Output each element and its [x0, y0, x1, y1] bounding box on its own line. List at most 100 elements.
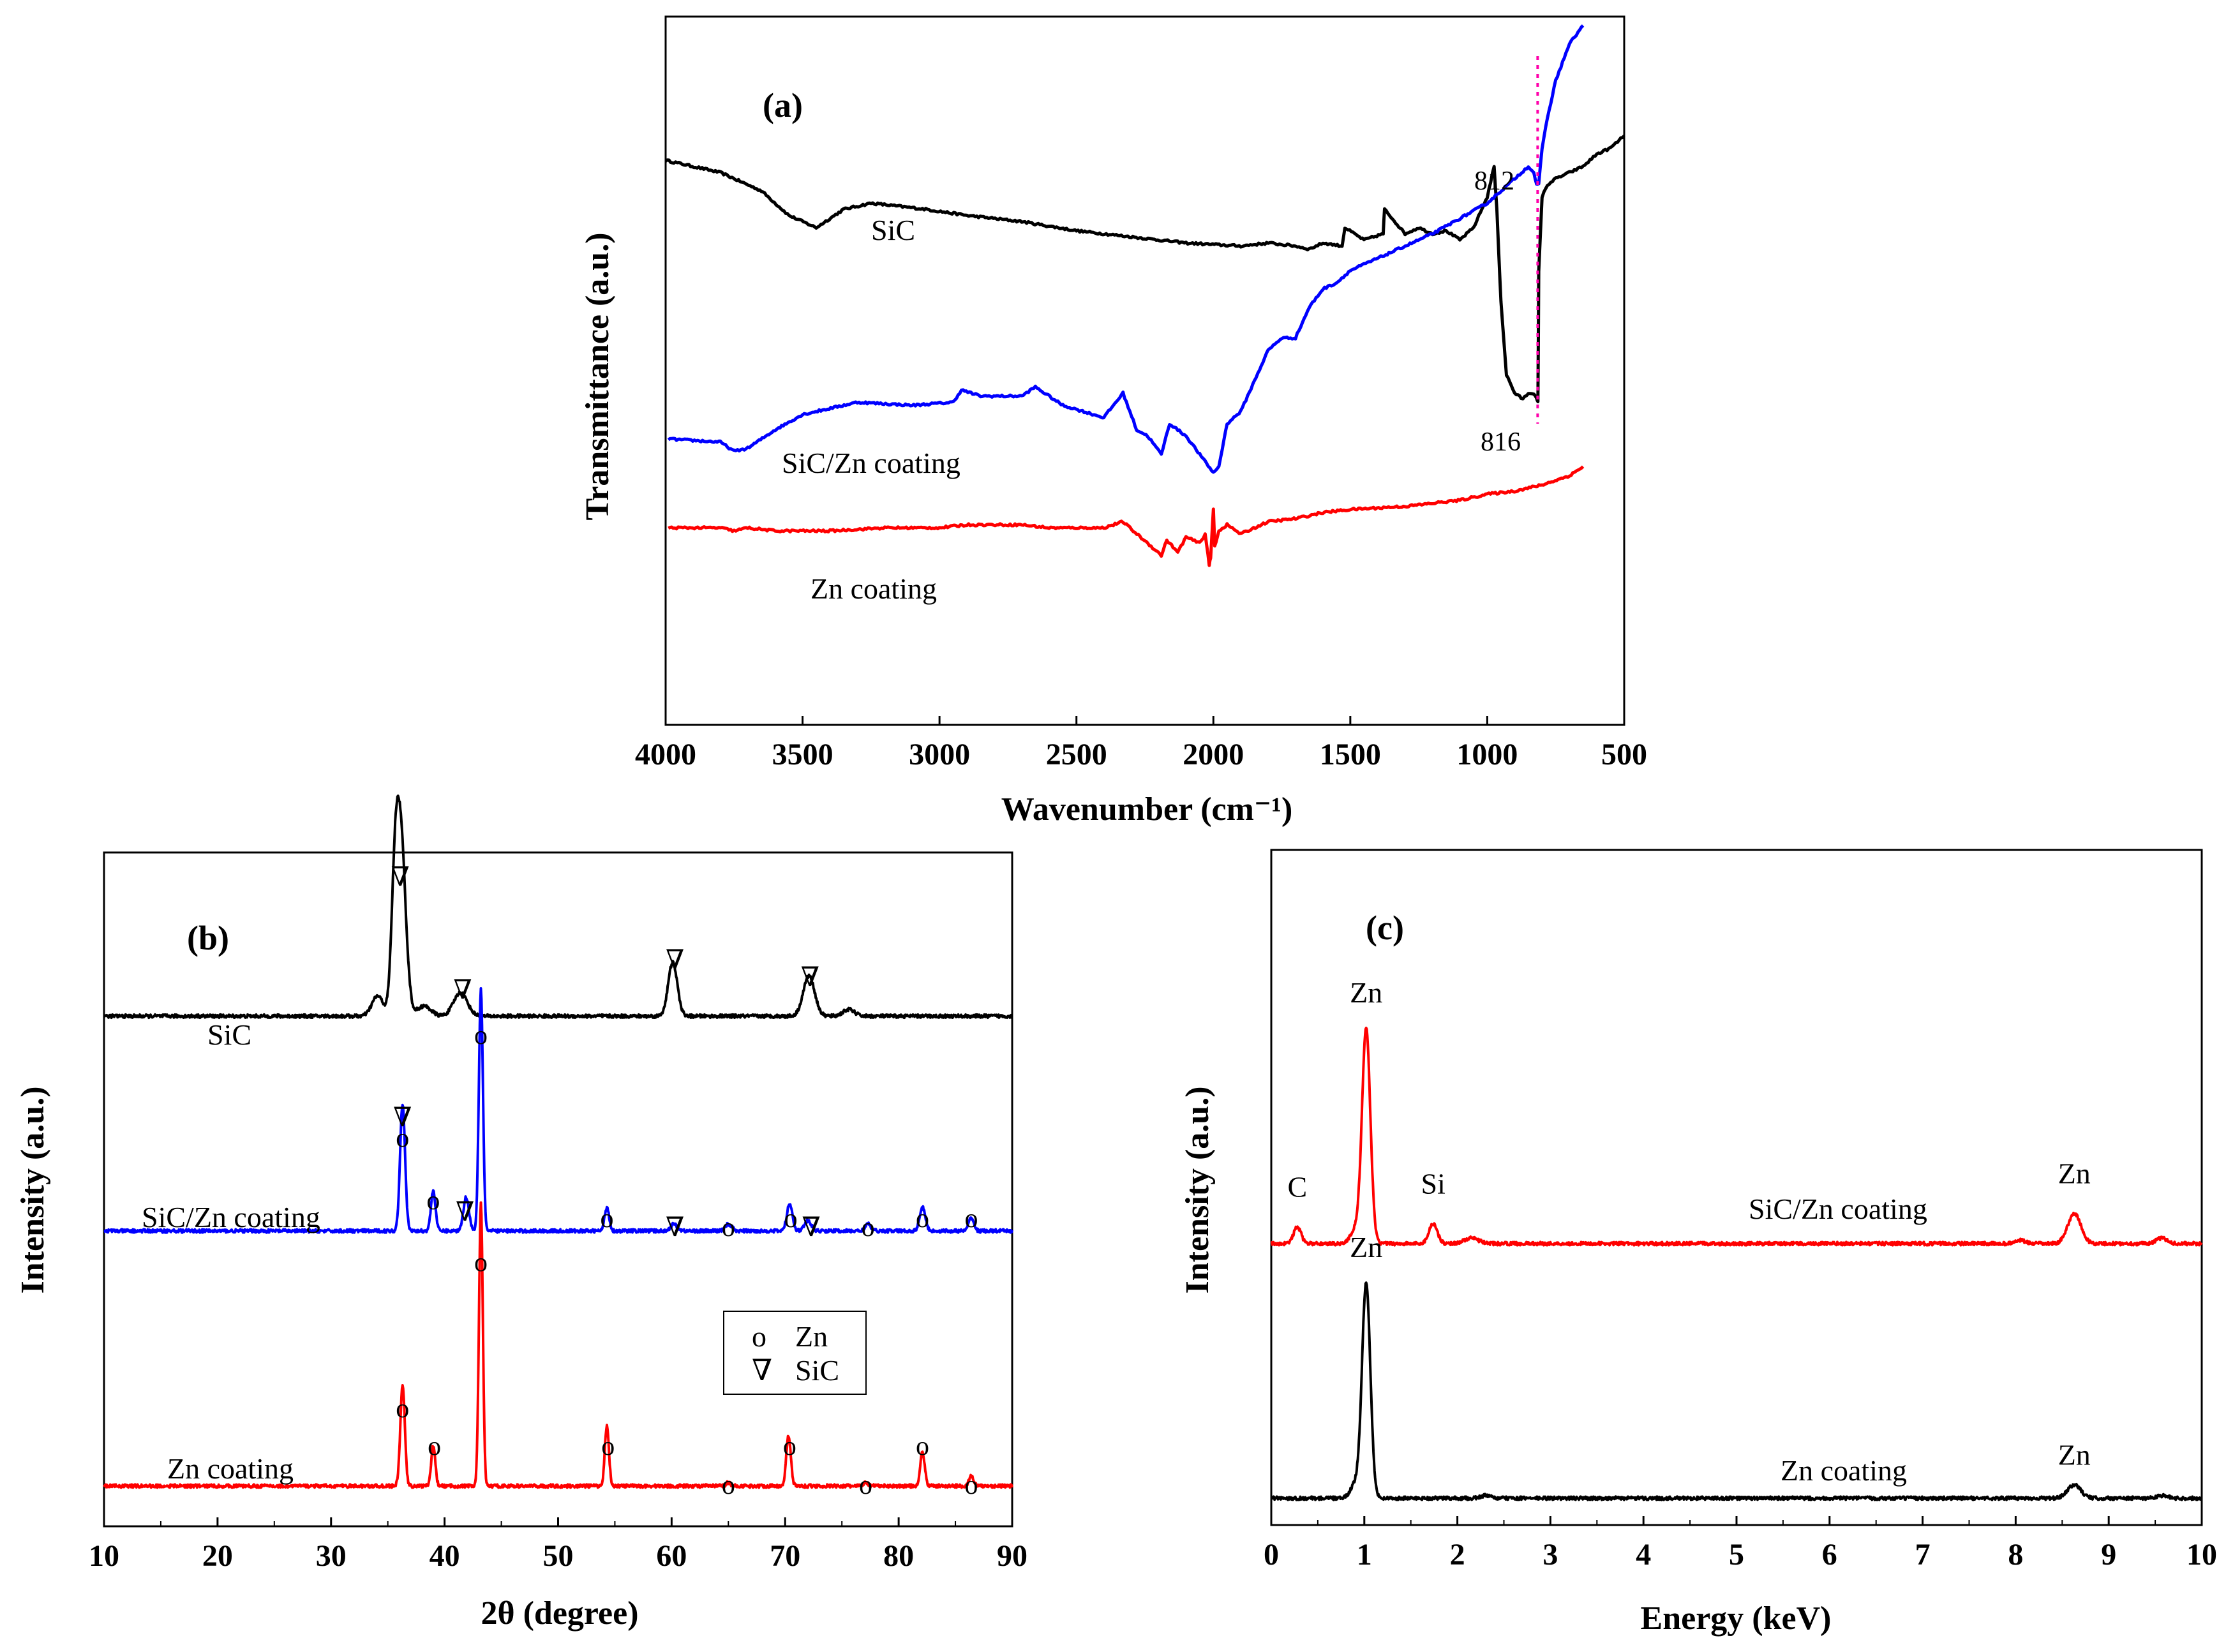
marker-zn-23: o	[859, 1471, 872, 1500]
panel-a-series-label-sic: SiC	[871, 214, 915, 246]
panel-a-series-label-siczn: SiC/Zn coating	[782, 447, 960, 479]
panel-c-tick-label-9: 9	[2101, 1538, 2116, 1572]
panel-a-series-sic	[664, 135, 1625, 403]
panel-a-frame	[664, 15, 1625, 726]
panel-c-tick-label-0: 0	[1264, 1538, 1279, 1572]
panel-a-tick-label-2500: 2500	[1046, 738, 1107, 771]
marker-zn-15: o	[916, 1204, 929, 1233]
panel-a-ylabel: Transmittance (a.u.)	[579, 232, 616, 520]
panel-b-label: (b)	[187, 919, 229, 957]
panel-c-xlabel: Energy (keV)	[1641, 1600, 1832, 1637]
legend-zn-label: Zn	[795, 1320, 828, 1353]
peak-label-zn-5: Zn	[2058, 1439, 2091, 1471]
panel-c-tick-label-6: 6	[1822, 1538, 1837, 1572]
panel-c-label: (c)	[1366, 909, 1404, 947]
marker-zn-16: o	[964, 1204, 978, 1233]
marker-sic-0: ∇	[391, 863, 410, 892]
panel-a-series-label-zn: Zn coating	[810, 572, 937, 605]
marker-sic-1: ∇	[453, 976, 472, 1005]
panel-b-x-ticks: 10 20 30 40 50 60 70 80 90	[89, 1517, 1027, 1573]
peak-label-zn-1: Zn	[1350, 976, 1382, 1009]
panel-c-tick-label-5: 5	[1729, 1538, 1744, 1572]
panel-c-peak-labels: C Zn Si Zn Zn Zn	[1287, 976, 2090, 1471]
marker-zn-5: o	[396, 1124, 409, 1153]
marker-zn-6: o	[474, 1021, 488, 1050]
panel-a-label: (a)	[763, 86, 803, 124]
panel-b-ylabel: Intensity (a.u.)	[15, 1086, 51, 1293]
panel-c-tick-label-3: 3	[1543, 1538, 1558, 1572]
panel-c-series	[1270, 1027, 2203, 1501]
panel-b-tick-label-30: 30	[316, 1539, 347, 1573]
panel-c-series-zn-coating	[1270, 1281, 2202, 1501]
panel-b-series-label-zn: Zn coating	[167, 1452, 294, 1485]
panel-b-tick-label-50: 50	[543, 1539, 574, 1573]
marker-zn-24: o	[916, 1432, 929, 1461]
panel-b-series	[103, 794, 1013, 1489]
panel-c-tick-label-1: 1	[1357, 1538, 1372, 1572]
panel-c-tick-label-4: 4	[1636, 1538, 1651, 1572]
marker-sic-10: ∇	[666, 1213, 684, 1242]
panel-a-tick-label-1000: 1000	[1456, 738, 1518, 771]
marker-zn-12: o	[784, 1204, 798, 1233]
marker-zn-7: o	[426, 1186, 440, 1216]
panel-a-annotation-816: 816	[1481, 428, 1521, 457]
panel-c-ylabel: Intensity (a.u.)	[1179, 1086, 1216, 1293]
panel-c-series-label-siczn: SiC/Zn coating	[1749, 1193, 1927, 1225]
legend-zn-symbol: o	[752, 1320, 766, 1353]
panel-a-tick-label-2000: 2000	[1183, 738, 1244, 771]
marker-zn-21: o	[722, 1471, 735, 1500]
panel-b-legend: o Zn ∇ SiC	[723, 1311, 867, 1395]
panel-b-legend-box	[723, 1311, 867, 1395]
panel-a-series-sic-zn-coating	[667, 24, 1585, 474]
panel-a-x-ticks: 4000 3500 3000 2500 2000 1500 1000 500	[635, 716, 1647, 771]
panel-a-xlabel: Wavenumber (cm⁻¹)	[1001, 791, 1293, 828]
panel-b-tick-label-40: 40	[430, 1539, 460, 1573]
panel-a-series	[664, 24, 1625, 567]
panel-c-tick-label-10: 10	[2186, 1538, 2217, 1572]
panel-a-tick-label-3500: 3500	[772, 738, 833, 771]
panel-b-series-sic	[103, 794, 1013, 1020]
marker-zn-14: o	[862, 1213, 875, 1242]
panel-b-series-label-siczn: SiC/Zn coating	[142, 1201, 320, 1233]
marker-sic-13: ∇	[802, 1213, 820, 1242]
panel-c-tick-label-2: 2	[1450, 1538, 1465, 1572]
panel-a-tick-label-500: 500	[1601, 738, 1647, 771]
panel-c-series-sic-zn-coating	[1270, 1027, 2203, 1247]
panel-c-series-label-zn: Zn coating	[1781, 1454, 1907, 1487]
marker-zn-11: o	[722, 1213, 735, 1242]
panel-b-series-zn-coating	[103, 1201, 1013, 1489]
panel-a-tick-label-4000: 4000	[635, 738, 696, 771]
legend-sic-label: SiC	[795, 1354, 839, 1387]
peak-label-c-0: C	[1287, 1171, 1307, 1203]
marker-zn-25: o	[964, 1471, 978, 1500]
marker-zn-20: o	[601, 1432, 615, 1461]
peak-label-zn-3: Zn	[2058, 1157, 2091, 1190]
panel-b-series-sic-zn-coating	[103, 987, 1013, 1234]
panel-a-series-zn-coating	[668, 465, 1585, 567]
panel-b-xlabel: 2θ (degree)	[481, 1595, 638, 1632]
peak-label-si-2: Si	[1421, 1167, 1445, 1200]
panel-b-tick-label-80: 80	[883, 1539, 914, 1573]
panel-a-annotation-812: 812	[1474, 167, 1514, 196]
marker-zn-9: o	[600, 1204, 613, 1233]
panel-b-tick-label-60: 60	[656, 1539, 687, 1573]
marker-sic-8: ∇	[456, 1198, 474, 1227]
marker-sic-4: ∇	[393, 1103, 412, 1133]
panel-c-x-ticks: 0 1 2 3 4 5 6 7 8 9 10	[1264, 1516, 2217, 1572]
panel-a-tick-label-1500: 1500	[1320, 738, 1381, 771]
marker-sic-2: ∇	[666, 946, 684, 975]
marker-sic-3: ∇	[801, 963, 819, 992]
panel-b-series-label-sic: SiC	[207, 1018, 251, 1051]
panel-b-tick-label-10: 10	[89, 1539, 119, 1573]
panel-c-tick-label-8: 8	[2008, 1538, 2023, 1572]
panel-b-tick-label-70: 70	[770, 1539, 800, 1573]
panel-b-frame	[103, 851, 1013, 1528]
marker-zn-18: o	[396, 1394, 409, 1424]
marker-zn-22: o	[783, 1432, 796, 1461]
marker-zn-19: o	[428, 1432, 441, 1461]
marker-zn-17: o	[474, 1248, 488, 1277]
legend-sic-symbol: ∇	[752, 1354, 772, 1387]
panel-b-tick-label-20: 20	[202, 1539, 233, 1573]
